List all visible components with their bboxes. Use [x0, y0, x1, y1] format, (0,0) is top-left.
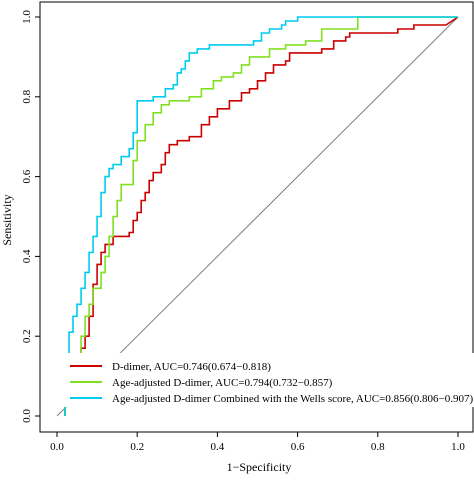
x-tick-label: 1.0 — [451, 441, 465, 453]
legend-box — [58, 353, 474, 407]
y-tick-label: 0.8 — [21, 89, 33, 103]
roc-curve-series-3 — [64, 16, 458, 416]
roc-curve-series-1 — [64, 16, 459, 416]
y-tick-label: 0.2 — [21, 329, 33, 343]
x-tick-label: 0.8 — [371, 441, 385, 453]
legend-label: Age-adjusted D-dimer, AUC=0.794(0.732−0.… — [112, 377, 333, 389]
reference-diagonal-line — [56, 16, 459, 417]
legend-label: Age-adjusted D-dimer Combined with the W… — [112, 393, 473, 405]
x-tick-label: 0.2 — [130, 441, 144, 453]
y-tick-label: 0.0 — [21, 409, 33, 423]
y-tick-label: 0.6 — [21, 169, 33, 183]
x-tick-label: 0.4 — [211, 441, 225, 453]
x-axis-title: 1−Specificity — [227, 460, 292, 474]
roc-curve-series-2 — [64, 16, 458, 416]
legend-label: D-dimer, AUC=0.746(0.674−0.818) — [112, 361, 271, 373]
plot-frame — [39, 1, 474, 433]
x-tick-label: 0.6 — [291, 441, 305, 453]
x-tick-label: 0.0 — [50, 441, 64, 453]
y-tick-label: 0.4 — [21, 249, 33, 263]
y-axis-title: Sensitivity — [0, 194, 14, 245]
y-tick-label: 1.0 — [21, 10, 33, 24]
